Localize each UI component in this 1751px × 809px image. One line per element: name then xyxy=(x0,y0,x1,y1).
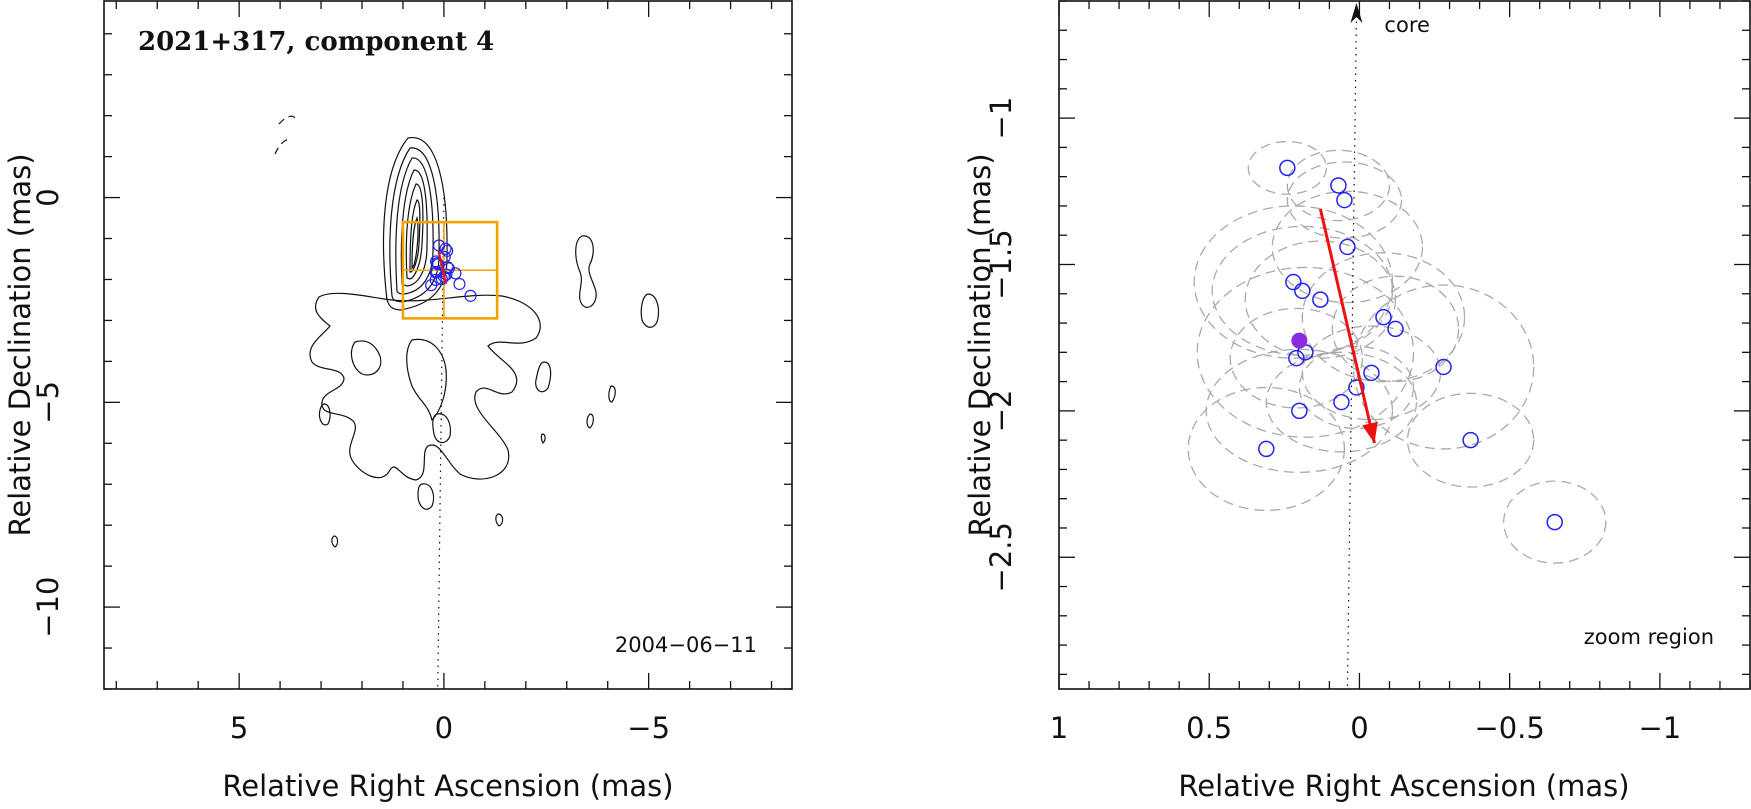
error-ellipse xyxy=(1298,345,1415,430)
y-tick-label: −1 xyxy=(984,97,1018,140)
component-point xyxy=(1387,320,1404,338)
component-point xyxy=(1285,273,1302,291)
right-motion-arrow xyxy=(1318,208,1378,444)
component-point xyxy=(1336,191,1353,209)
left-plot-frame xyxy=(103,0,793,690)
x-tick-label: −5 xyxy=(627,711,670,745)
right-panel: 1 0.5 0 −0.5 −1 −1 −1.5 −2 −2.5 core zoom region… xyxy=(963,0,1751,803)
y-tick-label: −5 xyxy=(31,381,65,424)
component-point xyxy=(1294,282,1311,300)
component-point xyxy=(441,244,454,257)
component-point xyxy=(425,279,438,292)
component-point xyxy=(1330,177,1347,194)
component-point xyxy=(1339,238,1356,256)
component-point xyxy=(1375,308,1392,326)
left-motion-arrow xyxy=(437,250,448,285)
zoom-region-label: zoom region xyxy=(1584,625,1714,649)
arrow-head xyxy=(1362,421,1378,444)
x-tick-label: −0.5 xyxy=(1474,711,1544,745)
error-ellipse xyxy=(1301,325,1442,421)
component-point xyxy=(440,268,453,281)
error-ellipse xyxy=(1196,266,1415,438)
x-tick-label: −1 xyxy=(1638,711,1681,745)
y-tick-label: −10 xyxy=(31,576,65,637)
error-ellipse xyxy=(1352,284,1535,450)
component-point xyxy=(439,242,452,255)
component-point xyxy=(464,289,477,302)
error-ellipse xyxy=(1502,480,1607,564)
y-tick-label: 0 xyxy=(31,188,65,206)
error-ellipse xyxy=(1244,240,1397,359)
error-ellipse xyxy=(1187,386,1346,512)
component-point xyxy=(1279,159,1296,177)
error-ellipse xyxy=(1301,252,1466,383)
error-ellipse xyxy=(1406,392,1535,488)
component-point xyxy=(1546,513,1563,531)
error-ellipse xyxy=(1211,225,1394,356)
core-arrowhead-shape xyxy=(1350,3,1363,23)
right-plot-frame xyxy=(1058,0,1751,690)
component-point xyxy=(1291,402,1308,420)
component-point xyxy=(1435,358,1452,376)
component-point xyxy=(453,277,466,291)
left-x-axis-label: Relative Right Ascension (mas) xyxy=(222,769,673,803)
error-ellipse xyxy=(1286,149,1391,222)
contour-map xyxy=(274,115,660,548)
error-ellipses xyxy=(1187,140,1607,564)
x-tick-label: 0.5 xyxy=(1186,711,1232,745)
left-panel: 5 0 −5 0 −5 −10 xyxy=(3,0,793,803)
left-tick-labels: 5 0 −5 0 −5 −10 xyxy=(31,188,670,745)
x-tick-label: 1 xyxy=(1050,711,1068,745)
y-tick-label: −2.5 xyxy=(984,522,1018,592)
left-core-line xyxy=(437,197,445,690)
error-ellipse xyxy=(1286,161,1403,239)
mean-position-point xyxy=(1291,332,1308,349)
core-direction-arrowhead xyxy=(1350,3,1363,23)
arrow-shaft xyxy=(1318,208,1376,444)
error-ellipse xyxy=(1271,190,1424,304)
x-tick-label: 5 xyxy=(230,711,248,745)
error-ellipse xyxy=(1247,140,1328,195)
right-y-axis-label: Relative Declination (mas) xyxy=(963,153,997,536)
left-component-points xyxy=(425,239,477,302)
date-label: 2004−06−11 xyxy=(615,633,757,657)
x-tick-label: 0 xyxy=(1350,711,1368,745)
left-y-axis-label: Relative Declination (mas) xyxy=(3,153,37,536)
x-tick-label: 0 xyxy=(435,711,453,745)
component-point xyxy=(431,256,444,270)
component-point xyxy=(1288,349,1305,367)
left-title: 2021+317, component 4 xyxy=(138,27,494,57)
component-point xyxy=(1333,393,1350,411)
error-ellipse xyxy=(1205,348,1394,474)
error-ellipse xyxy=(1229,307,1364,409)
right-x-axis-label: Relative Right Ascension (mas) xyxy=(1178,769,1629,803)
y-tick-label: −2 xyxy=(984,389,1018,432)
component-point xyxy=(1312,291,1329,308)
right-ticks xyxy=(1058,0,1751,689)
component-point xyxy=(432,258,445,271)
left-ticks xyxy=(104,1,792,690)
component-point xyxy=(1462,431,1479,449)
right-component-points xyxy=(1258,159,1563,531)
error-ellipse xyxy=(1331,275,1460,383)
right-tick-labels: 1 0.5 0 −0.5 −1 −1 −1.5 −2 −2.5 xyxy=(984,97,1681,745)
error-ellipse xyxy=(1265,351,1418,453)
component-point xyxy=(435,272,448,286)
component-point xyxy=(449,267,462,280)
component-point xyxy=(1363,364,1380,382)
core-label: core xyxy=(1384,13,1430,37)
component-point xyxy=(1258,440,1275,458)
y-tick-label: −1.5 xyxy=(984,229,1018,299)
component-point xyxy=(1348,379,1365,396)
